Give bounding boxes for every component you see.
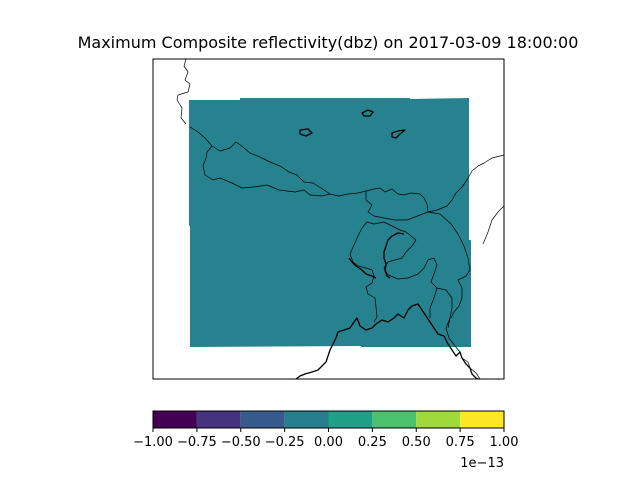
colorbar-segment: [284, 411, 329, 428]
reflectivity-field: [189, 98, 471, 347]
coastline: [295, 109, 479, 379]
colorbar-tick-label: 0.25: [358, 435, 387, 450]
colorbar-segment: [372, 411, 417, 428]
map-axes: [152, 58, 505, 380]
map-frame: [152, 58, 505, 380]
colorbar-tick-label: 1.00: [490, 435, 519, 450]
colorbar-tick-label: 0.50: [402, 435, 431, 450]
colorbar: −1.00 −0.75 −0.50 −0.25 0.00 0.25 0.50 0.75 1.00…: [133, 410, 519, 471]
colorbar-tick-label: −0.50: [221, 435, 261, 450]
colorbar-segment: [328, 411, 373, 428]
colorbar-segment: [196, 411, 241, 428]
colorbar-segment: [153, 411, 197, 428]
colorbar-segment: [416, 411, 461, 428]
colorbar-segment: [460, 411, 504, 428]
colorbar-tick-label: 0.75: [446, 435, 475, 450]
country-borders: [176, 59, 504, 379]
colorbar-tick-label: −0.75: [177, 435, 217, 450]
colorbar-tick-label: 0.00: [314, 435, 343, 450]
colorbar-scale-label: 1e−13: [460, 456, 504, 471]
colorbar-tick-label: −0.25: [265, 435, 305, 450]
colorbar-tick-label: −1.00: [133, 435, 173, 450]
colorbar-segment: [240, 411, 285, 428]
chart-title: Maximum Composite reflectivity(dbz) on 2…: [77, 33, 579, 52]
